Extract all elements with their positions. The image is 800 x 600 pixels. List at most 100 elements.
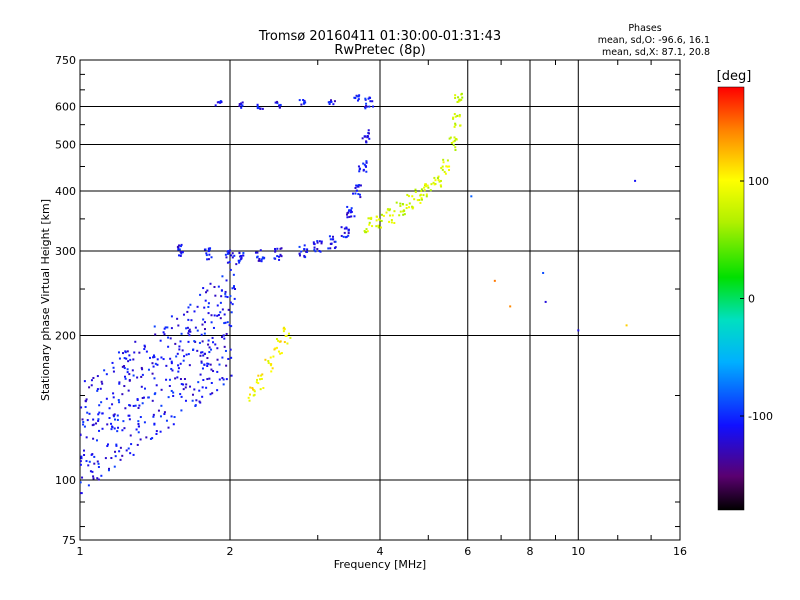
data-point [303, 100, 306, 103]
data-point [179, 245, 182, 248]
data-point [141, 368, 144, 371]
data-point [343, 227, 346, 230]
data-point [188, 364, 191, 367]
data-point [429, 189, 432, 192]
data-point [457, 96, 460, 99]
data-point [187, 330, 190, 333]
x-tick-label: 4 [377, 545, 384, 558]
data-point [187, 340, 190, 343]
data-point [411, 195, 414, 198]
data-point [168, 378, 171, 381]
data-point [408, 202, 411, 205]
data-point [395, 201, 398, 204]
data-point [118, 401, 121, 404]
data-point [277, 350, 280, 353]
data-point [175, 355, 178, 358]
data-point [256, 103, 259, 106]
data-point [222, 383, 225, 386]
data-point [224, 290, 227, 293]
data-point [179, 254, 182, 257]
data-point [434, 179, 437, 182]
data-point [170, 389, 173, 392]
data-point [100, 401, 103, 404]
data-point [210, 368, 213, 371]
y-tick-label: 400 [55, 185, 76, 198]
data-point [111, 403, 114, 406]
data-point [380, 219, 383, 222]
data-point [93, 455, 96, 458]
data-point [259, 388, 262, 391]
data-point [216, 347, 219, 350]
data-point [276, 100, 279, 103]
data-point [298, 99, 301, 102]
y-axis-ticks: 75 100 200 300 400 500 600 750 [55, 54, 680, 547]
data-point [280, 247, 283, 250]
data-point [198, 400, 201, 403]
data-point [223, 345, 226, 348]
data-point [128, 418, 131, 421]
data-point [194, 404, 197, 407]
data-point [90, 384, 93, 387]
data-point [368, 221, 371, 224]
data-point [211, 392, 214, 395]
data-point [240, 254, 243, 257]
data-point [193, 388, 196, 391]
data-point [454, 122, 457, 125]
data-point [232, 285, 235, 288]
data-point [230, 356, 233, 359]
data-point [280, 352, 283, 355]
data-point [248, 393, 251, 396]
data-point [229, 268, 232, 271]
data-point [198, 341, 201, 344]
data-point [234, 287, 237, 290]
data-point [226, 296, 229, 299]
data-point [153, 393, 156, 396]
data-point [160, 356, 163, 359]
data-point [363, 106, 366, 109]
data-point [440, 185, 443, 188]
data-point [178, 345, 181, 348]
data-point [349, 211, 352, 214]
data-point [542, 271, 545, 274]
data-point [207, 312, 210, 315]
data-point [206, 289, 209, 292]
data-point [413, 198, 416, 201]
data-point [200, 333, 203, 336]
data-point [332, 238, 335, 241]
data-point [157, 409, 160, 412]
data-point [119, 446, 122, 449]
data-point [188, 334, 191, 337]
data-point [190, 319, 193, 322]
data-point [177, 248, 180, 251]
data-point [358, 170, 361, 173]
chart-title: Tromsø 20160411 01:30:00-01:31:43 [258, 29, 501, 44]
data-point [414, 188, 417, 191]
data-point [430, 183, 433, 186]
data-point [89, 470, 92, 473]
data-point [443, 170, 446, 173]
data-point [407, 195, 410, 198]
data-point [350, 209, 353, 212]
data-point [112, 370, 115, 373]
data-point [125, 449, 128, 452]
data-point [217, 101, 220, 104]
data-point [153, 325, 156, 328]
y-axis-label: Stationary phase Virtual Height [km] [39, 199, 52, 401]
data-point [318, 240, 321, 243]
data-point [364, 107, 367, 110]
data-point [449, 136, 452, 139]
data-point [357, 95, 360, 98]
data-point [313, 243, 316, 246]
data-point [456, 114, 459, 117]
data-point [367, 129, 370, 132]
data-point [159, 339, 162, 342]
data-point [282, 330, 285, 333]
data-point [153, 356, 156, 359]
data-point [210, 256, 213, 259]
data-point [165, 364, 168, 367]
data-point [100, 380, 103, 383]
data-point [92, 475, 95, 478]
data-point [194, 326, 197, 329]
data-point [386, 208, 389, 211]
data-point [201, 351, 204, 354]
